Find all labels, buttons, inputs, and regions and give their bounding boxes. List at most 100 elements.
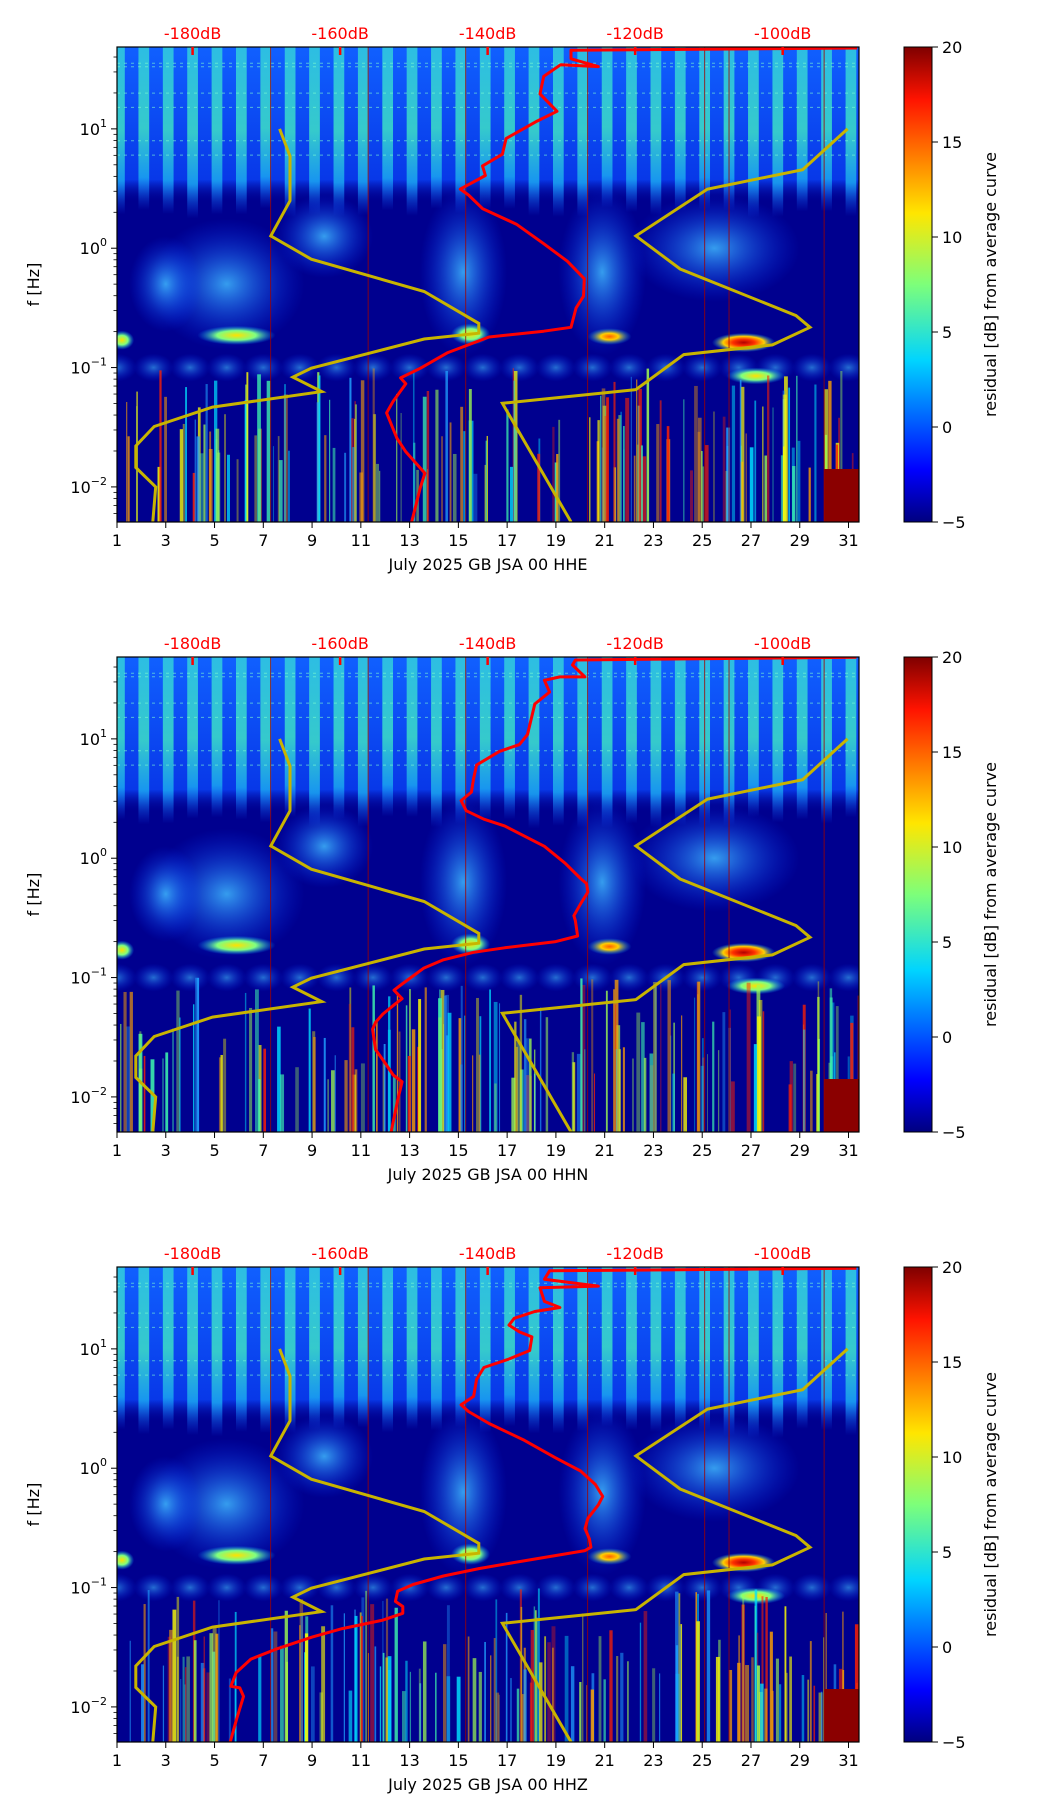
db-tick-label: -140dB	[459, 24, 516, 43]
transient-streak	[277, 436, 280, 522]
y-tick-base: 10	[80, 849, 100, 868]
transient-streak	[332, 447, 336, 522]
transient-streak	[378, 470, 381, 522]
daily-noise-stripe	[577, 1267, 589, 1432]
daily-noise-stripe	[821, 657, 832, 824]
transient-streak	[530, 1629, 535, 1742]
transient-streak	[788, 387, 791, 522]
transient-streak	[616, 1656, 619, 1742]
transient-streak	[278, 460, 283, 522]
transient-streak	[701, 451, 703, 522]
transient-streak	[176, 990, 180, 1132]
transient-streak	[413, 442, 416, 522]
transient-streak	[534, 1610, 537, 1742]
daily-noise-stripe	[772, 1267, 784, 1438]
energy-blob	[117, 940, 135, 960]
transient-streak	[537, 1588, 540, 1742]
secondary-microseism-band	[682, 1573, 723, 1602]
transient-streak	[217, 452, 221, 522]
daily-noise-stripe	[528, 47, 540, 216]
transient-streak	[176, 1656, 179, 1742]
transient-streak	[493, 1001, 498, 1132]
transient-streak	[630, 376, 632, 522]
transient-streak	[382, 1059, 385, 1132]
y-tick-exponent: −1	[91, 1576, 107, 1589]
transient-streak	[208, 448, 213, 522]
transient-streak	[694, 385, 698, 522]
y-tick-label: 10−1	[70, 356, 107, 378]
db-tick-label: -180dB	[164, 634, 221, 653]
transient-streak	[324, 435, 327, 522]
transient-streak	[426, 390, 430, 522]
transient-streak	[603, 1679, 606, 1742]
transient-streak	[331, 1070, 335, 1132]
daily-noise-stripe	[211, 657, 223, 818]
transient-streak	[641, 1022, 645, 1132]
x-tick-label: 25	[692, 1751, 712, 1770]
secondary-microseism-band	[462, 963, 503, 992]
transient-streak	[602, 405, 607, 522]
transient-streak	[533, 1606, 536, 1742]
high-residual-block	[824, 1079, 859, 1132]
spectrogram-area	[117, 1267, 859, 1742]
daily-noise-stripe	[626, 1267, 637, 1430]
daily-noise-stripe	[577, 657, 589, 829]
transient-streak	[513, 370, 518, 522]
daily-noise-stripe	[187, 1267, 198, 1436]
transient-streak	[590, 1689, 595, 1742]
transient-streak	[643, 1057, 647, 1132]
transient-streak	[192, 472, 196, 522]
x-tick-label: 31	[838, 1141, 858, 1160]
microseism-haze	[419, 188, 508, 356]
transient-streak	[493, 1638, 496, 1742]
transient-streak	[400, 412, 402, 522]
transient-streak	[675, 1591, 679, 1742]
transient-streak	[797, 440, 801, 522]
transient-streak	[780, 455, 784, 522]
transient-streak	[597, 420, 600, 522]
transient-streak	[537, 453, 541, 522]
x-tick-label: 3	[161, 531, 171, 550]
x-tick-label: 23	[643, 531, 663, 550]
transient-streak	[352, 447, 355, 522]
transient-streak	[460, 985, 463, 1132]
x-tick-label: 7	[258, 531, 268, 550]
transient-streak	[351, 1027, 355, 1132]
daily-noise-stripe	[235, 1267, 247, 1432]
transient-streak	[571, 1052, 575, 1132]
transient-streak	[850, 1022, 854, 1132]
transient-streak	[831, 1002, 835, 1132]
transient-streak	[321, 1626, 326, 1742]
daily-noise-stripe	[235, 47, 247, 215]
colorbar-tick-label: 20	[942, 648, 962, 667]
y-tick-label: 101	[80, 1337, 107, 1359]
transient-streak	[762, 1011, 765, 1132]
transient-streak	[654, 986, 657, 1132]
transient-streak	[143, 1604, 146, 1742]
energy-blob	[197, 935, 276, 955]
transient-streak	[581, 984, 586, 1132]
transient-streak	[409, 1671, 412, 1742]
transient-streak	[129, 1640, 131, 1742]
daily-noise-stripe	[162, 657, 174, 824]
y-axis-label: f [Hz]	[24, 263, 43, 307]
transient-streak	[715, 1656, 720, 1742]
secondary-microseism-band	[828, 963, 859, 992]
transient-streak	[495, 1599, 498, 1742]
transient-streak	[120, 1023, 122, 1132]
transient-streak	[402, 1691, 406, 1742]
colorbar-tick-label: 5	[942, 1543, 952, 1562]
transient-streak	[209, 1633, 214, 1742]
transient-streak	[769, 1631, 773, 1742]
transient-streak	[449, 422, 452, 522]
x-tick-label: 9	[307, 531, 317, 550]
daily-noise-stripe	[479, 1267, 491, 1433]
secondary-microseism-band	[353, 963, 394, 992]
secondary-microseism-band	[389, 353, 430, 382]
daily-noise-stripe	[552, 1267, 564, 1434]
daily-noise-stripe	[577, 47, 589, 217]
x-tick-label: 31	[838, 1751, 858, 1770]
energy-blob	[117, 330, 135, 350]
daily-noise-stripe	[504, 1267, 515, 1427]
x-tick-label: 29	[790, 531, 810, 550]
